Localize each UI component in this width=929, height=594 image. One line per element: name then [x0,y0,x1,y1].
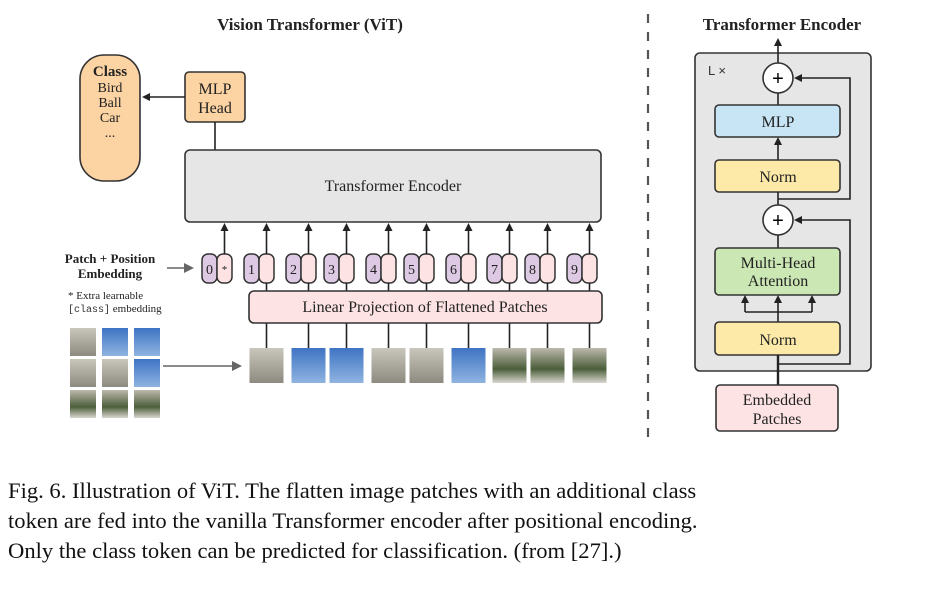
flattened-patch-row [249,348,607,383]
embedding-token: 8 [524,223,556,348]
image-patch [134,359,160,387]
transformer-encoder-box: Transformer Encoder [184,149,602,223]
patch-embedding [418,253,435,284]
image-patch [102,359,128,387]
caption-line: token are fed into the vanilla Transform… [8,508,698,533]
image-patch [102,390,128,418]
embedding-label: Embedding [78,266,143,281]
embedding-token: 0 * [201,223,233,284]
embedded-patches-box: Embedded Patches [715,384,839,432]
embedding-label: Patch + Position [65,251,156,266]
class-token-marker: * [222,264,228,276]
norm-label: Norm [759,332,797,349]
image-patch [291,348,326,383]
embedded-patches-label: Embedded [743,392,811,409]
position-index: 2 [290,263,297,278]
mlp-head-label: MLP [199,81,232,98]
embedding-token: 5 [403,223,435,348]
extra-learnable-note: * Extra learnable [68,290,143,302]
mlp-box: MLP [714,104,841,138]
residual-connection-bottom [778,216,851,365]
patch-embedding [581,253,598,284]
image-patch [70,359,96,387]
mlp-label: MLP [762,114,795,131]
caption-line: Fig. 6. Illustration of ViT. The flatten… [8,478,697,503]
position-index: 7 [491,263,498,278]
position-index: 3 [328,263,335,278]
vit-title: Vision Transformer (ViT) [217,15,403,34]
plus-icon: + [772,210,784,232]
patch-embedding [460,253,477,284]
vit-diagram: Vision Transformer (ViT) Class Bird Ball… [65,14,872,445]
linear-projection-box: Linear Projection of Flattened Patches [248,290,603,324]
image-patch [492,348,527,383]
class-embedding-note: [class] embedding [68,303,162,316]
embedding-token: 7 [486,223,518,348]
caption-line: Only the class token can be predicted fo… [8,538,622,563]
patch-embedding [300,253,317,284]
embedding-token: 6 [445,223,477,348]
class-item: Car [100,111,121,126]
patch-embedding [380,253,397,284]
embedding-token: 9 [566,223,598,348]
image-patch [329,348,364,383]
position-index: 0 [206,263,213,278]
position-index: 8 [529,263,536,278]
norm-box-bottom: Norm [714,321,841,356]
plus-icon: + [772,68,784,90]
class-heading: Class [93,64,127,80]
attention-label: Multi-Head [741,255,816,272]
class-item: Bird [98,81,123,96]
norm-box-top: Norm [714,159,841,193]
embedding-token: 4 [365,223,397,348]
class-item: ... [105,126,116,141]
position-index: 6 [450,263,457,278]
image-patch [70,390,96,418]
embedding-token: 2 [285,223,317,348]
image-patch [70,328,96,356]
image-patch [371,348,406,383]
token-row: 0 * 1 2 3 4 5 6 7 8 9 [201,223,598,348]
add-circle-top: + [762,62,794,94]
image-patch [451,348,486,383]
attention-label: Attention [748,273,808,290]
image-patch [102,328,128,356]
norm-label: Norm [759,169,797,186]
transformer-encoder-label: Transformer Encoder [325,178,462,195]
class-output: Class Bird Ball Car ... [79,54,141,182]
image-patch [249,348,284,383]
position-index: 9 [571,263,578,278]
multi-head-attention-box: Multi-Head Attention [714,247,841,296]
image-patch [134,328,160,356]
image-patch-grid [70,328,160,418]
class-item: Ball [98,96,121,111]
image-patch [134,390,160,418]
position-index: 1 [248,263,255,278]
mlp-head-box: MLP Head [184,71,246,123]
embedded-patches-label: Patches [753,411,802,428]
position-index: 4 [370,263,377,278]
residual-connection-top [778,74,851,200]
patch-embedding [501,253,518,284]
linear-projection-label: Linear Projection of Flattened Patches [302,299,547,316]
patch-embedding [338,253,355,284]
add-circle-bottom: + [762,204,794,236]
figure-caption: Fig. 6. Illustration of ViT. The flatten… [8,476,923,566]
image-patch [572,348,607,383]
mlp-head-label: Head [198,100,232,117]
patch-embedding [539,253,556,284]
embedding-token: 1 [243,223,275,348]
patch-embedding [258,253,275,284]
image-patch [409,348,444,383]
repeat-label: L × [708,63,726,78]
embedding-token: 3 [323,223,355,348]
image-patch [530,348,565,383]
encoder-title: Transformer Encoder [703,15,862,34]
position-index: 5 [408,263,415,278]
